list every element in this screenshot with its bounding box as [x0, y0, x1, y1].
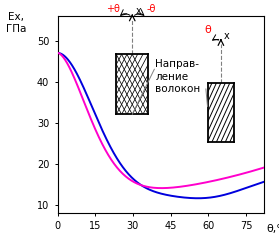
- Text: Направ-
ление
волокон: Направ- ление волокон: [155, 59, 201, 94]
- Y-axis label: Ex,
ГПа: Ex, ГПа: [6, 12, 27, 34]
- X-axis label: θ,°: θ,°: [266, 224, 279, 234]
- Text: -θ: -θ: [146, 4, 155, 14]
- Text: +θ: +θ: [106, 4, 120, 14]
- Text: θ: θ: [204, 25, 211, 35]
- Text: x: x: [224, 31, 230, 41]
- Text: x: x: [135, 6, 141, 16]
